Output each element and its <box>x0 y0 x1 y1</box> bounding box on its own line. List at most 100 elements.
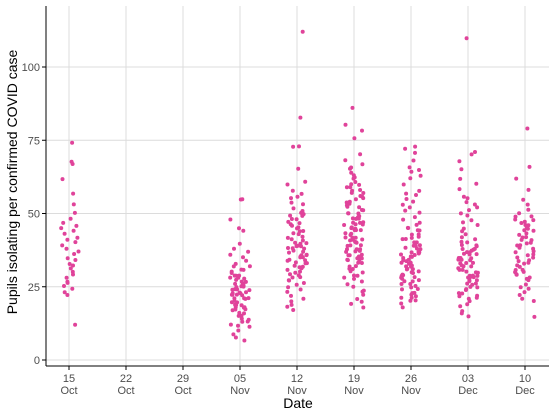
data-point <box>296 166 301 171</box>
data-point <box>352 273 356 278</box>
data-point <box>402 279 407 284</box>
data-point <box>360 270 365 275</box>
data-point <box>463 288 468 292</box>
data-point <box>399 282 404 286</box>
data-point <box>517 232 522 237</box>
data-point <box>404 191 409 196</box>
data-point <box>399 301 404 306</box>
data-point <box>514 176 519 181</box>
data-point <box>62 284 66 288</box>
data-point <box>247 288 252 293</box>
data-point <box>464 269 469 274</box>
data-point <box>408 298 413 303</box>
data-point <box>409 292 414 297</box>
x-tick-label-month: Oct <box>60 385 77 397</box>
data-point <box>295 243 300 248</box>
x-axis-ticks: 15Oct22Oct29Oct05Nov12Nov19Nov26Nov03Dec… <box>60 366 535 397</box>
data-point <box>413 284 418 288</box>
data-point <box>399 275 404 280</box>
data-point <box>522 290 527 295</box>
data-point <box>285 235 290 240</box>
data-point <box>513 214 518 219</box>
data-point <box>400 237 405 242</box>
data-point <box>247 264 252 269</box>
data-point <box>299 266 304 271</box>
data-point <box>241 228 246 233</box>
data-point <box>285 267 290 272</box>
data-point <box>246 296 251 301</box>
data-point <box>468 258 473 263</box>
data-point <box>285 182 290 187</box>
data-point <box>524 241 529 246</box>
data-point <box>228 217 233 222</box>
data-point <box>71 191 76 196</box>
data-point <box>411 158 416 163</box>
data-point <box>471 275 476 280</box>
x-tick-label-month: Nov <box>287 385 307 397</box>
data-point <box>343 235 348 240</box>
x-tick-label-day: 15 <box>63 373 75 385</box>
data-point <box>301 281 306 285</box>
data-point <box>73 258 78 262</box>
data-point <box>237 310 242 315</box>
data-point <box>458 211 463 216</box>
data-point <box>413 298 418 303</box>
data-points <box>59 29 537 343</box>
data-point <box>302 246 307 251</box>
data-point <box>474 243 479 248</box>
data-point <box>532 314 537 319</box>
data-point <box>230 308 235 313</box>
data-point <box>360 237 365 242</box>
data-point <box>416 234 421 239</box>
data-point <box>244 258 249 263</box>
data-point <box>529 214 534 219</box>
data-point <box>526 187 531 192</box>
data-point <box>299 244 303 249</box>
data-point <box>528 240 533 245</box>
data-point <box>465 281 470 286</box>
data-point <box>61 220 66 225</box>
data-point <box>71 228 76 233</box>
data-point <box>517 211 522 216</box>
x-tick-label-day: 10 <box>519 373 531 385</box>
data-point <box>474 181 479 186</box>
x-tick-label-day: 29 <box>177 373 189 385</box>
data-point <box>400 202 405 207</box>
data-point <box>412 253 417 257</box>
data-point <box>301 229 306 233</box>
data-point <box>62 290 67 295</box>
data-point <box>459 239 464 244</box>
data-point <box>291 144 296 149</box>
data-point <box>73 322 78 327</box>
data-point <box>403 245 408 250</box>
data-point <box>289 299 294 304</box>
data-point <box>469 152 474 157</box>
data-point <box>297 221 302 226</box>
data-point <box>345 204 350 209</box>
data-point <box>409 263 414 268</box>
data-point <box>288 272 292 277</box>
data-point <box>289 302 294 307</box>
data-point <box>406 257 411 262</box>
data-point <box>356 260 361 265</box>
data-point <box>465 213 470 218</box>
data-point <box>290 223 294 228</box>
data-point <box>418 247 423 252</box>
data-point <box>240 319 245 324</box>
data-point <box>409 270 414 275</box>
data-point <box>244 290 248 295</box>
data-point <box>361 208 366 213</box>
data-point <box>413 150 417 155</box>
data-point <box>289 196 293 201</box>
data-point <box>342 275 347 280</box>
data-point <box>359 279 364 284</box>
data-point <box>239 267 244 272</box>
data-point <box>520 296 525 301</box>
data-point <box>526 260 531 265</box>
data-point <box>403 237 408 241</box>
data-point <box>414 222 419 227</box>
data-point <box>231 264 236 269</box>
data-point <box>462 251 466 256</box>
data-point <box>399 260 404 265</box>
